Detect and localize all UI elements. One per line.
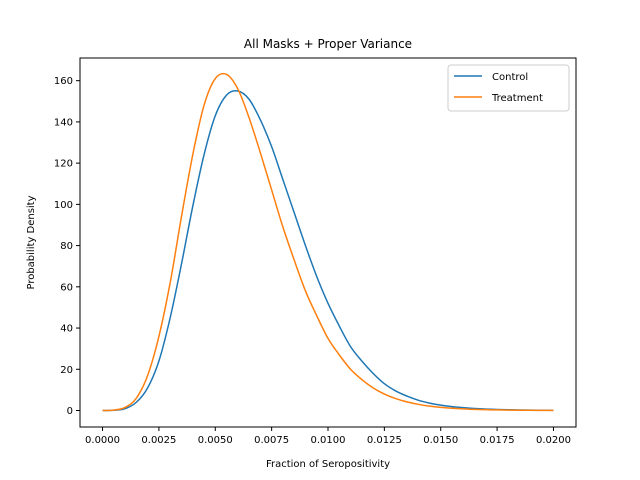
legend: Control Treatment	[447, 64, 570, 112]
x-tick-label: 0.0050	[198, 435, 233, 446]
y-axis-label: Probability Density	[26, 195, 37, 289]
y-tick-label: 100	[54, 200, 73, 211]
chart-title: All Masks + Proper Variance	[244, 37, 412, 51]
legend-label-control: Control	[492, 72, 528, 83]
x-tick-label: 0.0150	[423, 435, 458, 446]
y-tick-label: 40	[60, 324, 73, 335]
x-tick-label: 0.0100	[311, 435, 346, 446]
y-tick-label: 140	[54, 117, 73, 128]
series-line-treatment	[102, 72, 554, 412]
y-tick-label: 0	[67, 406, 73, 417]
x-tick-label: 0.0025	[141, 435, 176, 446]
x-tick-label: 0.0200	[536, 435, 571, 446]
y-tick-label: 60	[60, 282, 73, 293]
y-tick-label: 20	[60, 365, 73, 376]
y-tick-label: 160	[54, 76, 73, 87]
y-tick-label: 120	[54, 159, 73, 170]
x-tick-label: 0.0125	[367, 435, 402, 446]
x-tick-label: 0.0075	[254, 435, 289, 446]
legend-label-treatment: Treatment	[491, 93, 543, 104]
x-axis-label: Fraction of Seropositivity	[266, 459, 390, 470]
y-axis: 0 20 40 60 80 100 120 140 160	[54, 76, 80, 417]
x-tick-label: 0.0000	[85, 435, 120, 446]
series-line-control	[102, 90, 554, 412]
x-tick-label: 0.0175	[480, 435, 515, 446]
x-axis: 0.0000 0.0025 0.0050 0.0075 0.0100 0.0125 0.01…	[85, 427, 571, 446]
y-tick-label: 80	[60, 241, 73, 252]
series-layer	[102, 72, 554, 412]
